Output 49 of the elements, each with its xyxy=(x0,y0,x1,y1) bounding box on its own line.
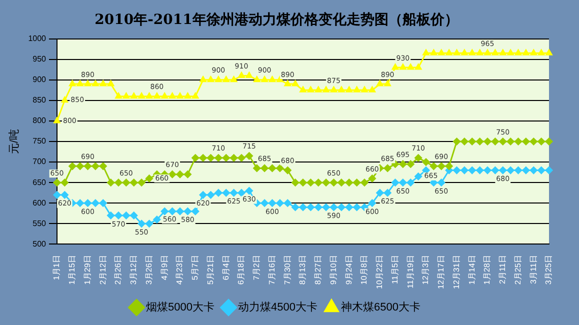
x-tick-label: 9月24日 xyxy=(344,255,354,285)
x-tick-label: 2月25日 xyxy=(513,255,522,285)
x-tick-label: 1月14日 xyxy=(467,255,476,285)
y-tick-label: 750 xyxy=(32,136,47,146)
y-tick-label: 500 xyxy=(32,239,47,248)
x-tick-label: 3月26日 xyxy=(144,255,154,285)
x-tick-label: 3月12日 xyxy=(129,255,138,285)
y-tick-label: 1000 xyxy=(28,34,47,44)
x-tick-label: 7月2日 xyxy=(252,255,262,280)
x-tick-label: 1月28日 xyxy=(482,255,492,285)
chart-title: 2010年-2011年徐州港动力煤价格变化走势图（船板价） xyxy=(94,11,458,28)
x-tick-label: 1月29日 xyxy=(82,255,92,285)
x-tick-label: 3月25日 xyxy=(544,255,554,285)
x-tick-label: 3月11日 xyxy=(528,255,538,284)
y-tick-label: 850 xyxy=(32,96,47,105)
y-tick-label: 900 xyxy=(32,75,47,84)
x-tick-label: 12月3日 xyxy=(421,255,430,285)
x-tick-label: 7月16日 xyxy=(267,255,276,285)
legend-label: 烟煤5000大卡 xyxy=(146,300,215,314)
legend-label: 神木煤6500大卡 xyxy=(340,300,420,314)
x-tick-label: 12月17日 xyxy=(436,255,446,289)
x-tick-label: 9月10日 xyxy=(328,255,338,285)
x-tick-label: 4月9日 xyxy=(160,255,169,280)
x-tick-label: 6月18日 xyxy=(236,255,246,285)
x-tick-label: 8月27日 xyxy=(314,255,323,285)
x-tick-label: 1月15日 xyxy=(68,255,77,285)
y-tick-label: 550 xyxy=(32,218,47,228)
x-tick-label: 10月8日 xyxy=(360,255,369,285)
y-tick-label: 700 xyxy=(32,157,47,166)
x-tick-label: 2月12日 xyxy=(98,255,108,285)
x-tick-label: 6月4日 xyxy=(221,255,230,280)
y-axis-title: 元/吨 xyxy=(8,128,21,154)
x-tick-label: 1月1日 xyxy=(52,255,62,280)
x-tick-label: 2月11日 xyxy=(498,255,508,284)
legend-label: 动力煤4500大卡 xyxy=(238,300,318,314)
x-tick-label: 5月7日 xyxy=(190,255,200,280)
x-tick-label: 2月26日 xyxy=(114,255,123,285)
y-tick-label: 800 xyxy=(32,116,47,126)
y-tick-label: 950 xyxy=(32,54,47,64)
y-tick-label: 600 xyxy=(32,198,47,208)
x-tick-label: 7月30日 xyxy=(282,255,292,285)
x-tick-label: 12月31日 xyxy=(452,255,461,289)
x-tick-label: 10月22日 xyxy=(375,255,384,289)
y-tick-label: 650 xyxy=(32,178,47,187)
x-tick-label: 5月21日 xyxy=(206,255,215,285)
x-tick-label: 4月23日 xyxy=(175,255,184,285)
x-tick-label: 11月5日 xyxy=(390,255,400,284)
x-tick-label: 11月19日 xyxy=(406,255,415,288)
x-tick-label: 8月13日 xyxy=(298,255,308,285)
